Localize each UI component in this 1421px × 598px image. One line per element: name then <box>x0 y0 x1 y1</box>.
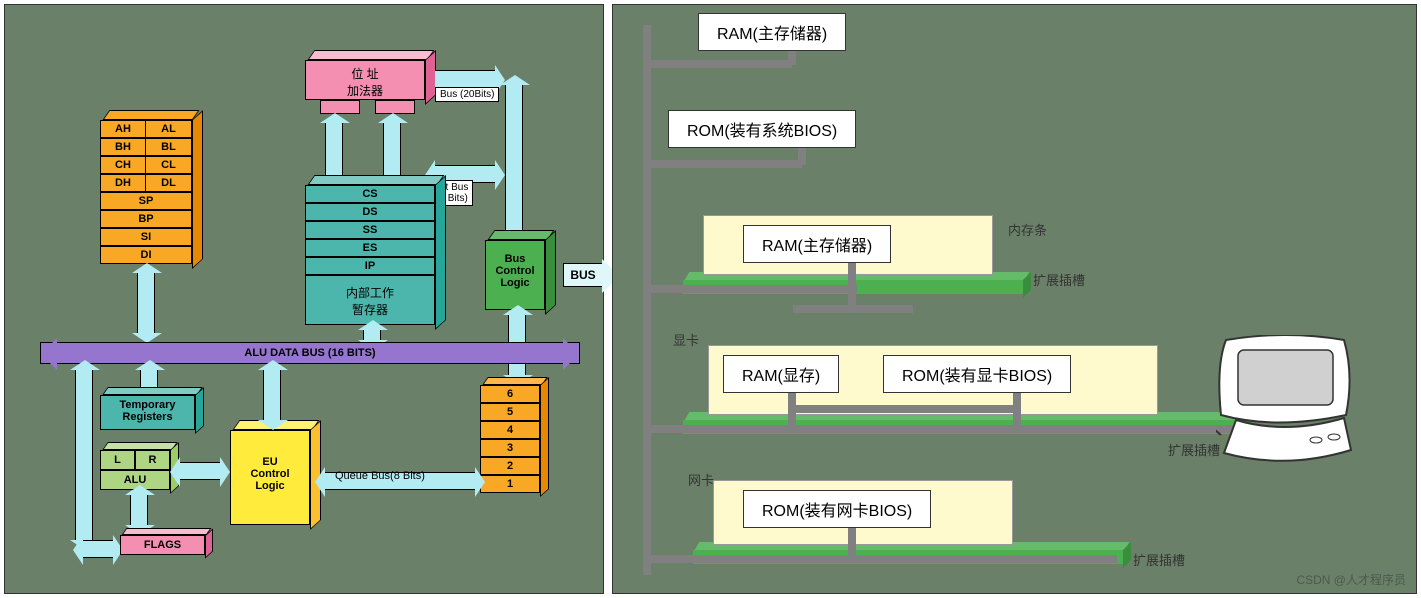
alu-block: LR ALU <box>100 450 170 490</box>
monitor-icon <box>1216 335 1366 480</box>
connector <box>263 370 281 420</box>
system-bus-vertical <box>643 25 651 575</box>
ram-module-box: RAM(主存储器) <box>743 225 891 263</box>
rom-bios-box: ROM(装有系统BIOS) <box>668 110 856 148</box>
reg-cs: CS <box>305 185 435 203</box>
flags-register: FLAGS <box>120 535 205 555</box>
connector <box>435 70 495 88</box>
gpu-ram-box: RAM(显存) <box>723 355 839 393</box>
system-bus-panel: RAM(主存储器) ROM(装有系统BIOS) RAM(主存储器) 内存条 扩展… <box>612 4 1417 594</box>
reg-dh: DH <box>101 175 146 191</box>
eu-control-logic: EUControlLogic <box>230 430 310 525</box>
connector <box>325 123 343 178</box>
general-registers: AHAL BHBL CHCL DHDL SP BP SI DI <box>100 120 192 264</box>
connector <box>180 462 220 480</box>
connector <box>505 85 523 235</box>
gpu-label: 显卡 <box>673 330 699 349</box>
connector <box>75 370 93 540</box>
reg-sp: SP <box>101 193 191 209</box>
temporary-registers: TemporaryRegisters <box>100 395 195 430</box>
connector <box>140 370 158 388</box>
bus-control-logic: BusControlLogic <box>485 240 545 310</box>
reg-ds: DS <box>305 203 435 221</box>
reg-ah: AH <box>101 121 146 137</box>
diagram-container: AHAL BHBL CHCL DHDL SP BP SI DI 位 址加法器 B… <box>0 0 1421 598</box>
alu-r: R <box>135 450 170 470</box>
reg-cl: CL <box>146 157 191 173</box>
connector <box>83 540 113 558</box>
queue-bus-label: Queue Bus(8 Bits) <box>335 470 425 482</box>
reg-bh: BH <box>101 139 146 155</box>
alu-data-bus: ALU DATA BUS (16 BITS) <box>40 342 580 364</box>
segment-registers: CS DS SS ES IP 内部工作暂存器 <box>305 185 435 325</box>
reg-si: SI <box>101 229 191 245</box>
reg-ss: SS <box>305 221 435 239</box>
slot-label-3: 扩展插槽 <box>1133 550 1185 569</box>
slot-label-2: 扩展插槽 <box>1168 440 1220 459</box>
alu-l: L <box>100 450 135 470</box>
connector <box>130 495 148 525</box>
reg-bl: BL <box>146 139 191 155</box>
instruction-queue: 6 5 4 3 2 1 <box>480 385 540 493</box>
ram-box: RAM(主存储器) <box>698 13 846 51</box>
reg-ip: IP <box>305 257 435 275</box>
reg-ch: CH <box>101 157 146 173</box>
reg-di: DI <box>101 247 191 263</box>
bus-output: BUS <box>563 263 603 287</box>
memory-label: 内存条 <box>1008 220 1047 239</box>
connector <box>137 273 155 333</box>
gpu-rom-box: ROM(装有显卡BIOS) <box>883 355 1071 393</box>
connector <box>363 330 381 340</box>
net-label: 网卡 <box>688 470 714 489</box>
reg-es: ES <box>305 239 435 257</box>
slot-label-1: 扩展插槽 <box>1033 270 1085 289</box>
net-rom-box: ROM(装有网卡BIOS) <box>743 490 931 528</box>
reg-dl: DL <box>146 175 191 191</box>
watermark: CSDN @人才程序员 <box>1296 571 1406 588</box>
reg-al: AL <box>146 121 191 137</box>
cpu-diagram-panel: AHAL BHBL CHCL DHDL SP BP SI DI 位 址加法器 B… <box>4 4 604 594</box>
connector <box>383 123 401 178</box>
address-adder: 位 址加法器 <box>305 60 425 114</box>
reg-bp: BP <box>101 211 191 227</box>
bus-20bit-label: Bus (20Bits) <box>435 87 499 102</box>
